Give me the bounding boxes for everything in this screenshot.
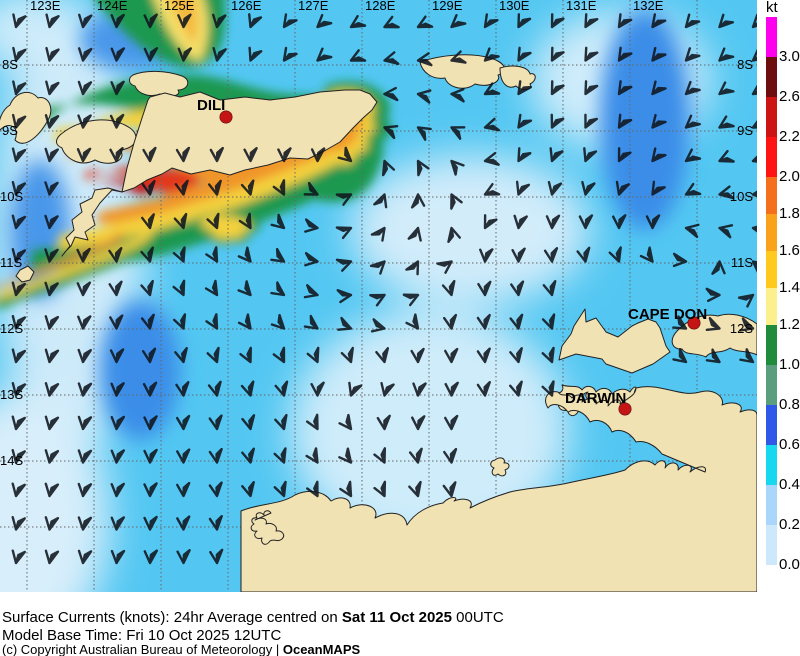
- svg-text:3.0: 3.0: [779, 48, 800, 65]
- svg-text:Surface Currents (knots): 24hr: Surface Currents (knots): 24hr Average c…: [2, 609, 504, 626]
- svg-text:13S: 13S: [0, 387, 23, 402]
- svg-text:1.8: 1.8: [779, 205, 800, 222]
- svg-text:125E: 125E: [164, 0, 195, 13]
- svg-text:1.4: 1.4: [779, 279, 800, 296]
- svg-text:1.0: 1.0: [779, 356, 800, 373]
- svg-text:132E: 132E: [633, 0, 664, 13]
- svg-text:128E: 128E: [365, 0, 396, 13]
- svg-text:2.6: 2.6: [779, 88, 800, 105]
- svg-text:9S: 9S: [737, 123, 753, 138]
- svg-text:0.4: 0.4: [779, 476, 800, 493]
- svg-text:124E: 124E: [97, 0, 128, 13]
- svg-text:14S: 14S: [0, 453, 23, 468]
- svg-text:0.8: 0.8: [779, 396, 800, 413]
- svg-text:0.0: 0.0: [779, 556, 800, 573]
- svg-text:10S: 10S: [0, 189, 23, 204]
- svg-text:DARWIN: DARWIN: [565, 390, 626, 407]
- svg-text:11S: 11S: [731, 255, 753, 270]
- svg-text:130E: 130E: [499, 0, 530, 13]
- svg-text:kt: kt: [766, 0, 779, 16]
- svg-text:127E: 127E: [298, 0, 329, 13]
- svg-text:126E: 126E: [231, 0, 262, 13]
- svg-text:2.0: 2.0: [779, 168, 800, 185]
- svg-text:8S: 8S: [2, 57, 18, 72]
- svg-text:10S: 10S: [730, 189, 753, 204]
- svg-text:12S: 12S: [0, 321, 23, 336]
- svg-text:8S: 8S: [737, 57, 753, 72]
- svg-text:0.6: 0.6: [779, 436, 800, 453]
- svg-text:1.6: 1.6: [779, 242, 800, 259]
- svg-text:12S: 12S: [730, 321, 753, 336]
- svg-text:DILI: DILI: [197, 97, 225, 114]
- svg-text:11S: 11S: [0, 255, 22, 270]
- svg-text:9S: 9S: [2, 123, 18, 138]
- svg-text:(c) Copyright Australian Burea: (c) Copyright Australian Bureau of Meteo…: [2, 642, 360, 656]
- svg-text:131E: 131E: [566, 0, 597, 13]
- svg-text:0.2: 0.2: [779, 516, 800, 533]
- svg-text:129E: 129E: [432, 0, 463, 13]
- svg-text:CAPE DON: CAPE DON: [628, 306, 707, 323]
- svg-text:1.2: 1.2: [779, 316, 800, 333]
- svg-text:123E: 123E: [30, 0, 61, 13]
- svg-text:2.2: 2.2: [779, 128, 800, 145]
